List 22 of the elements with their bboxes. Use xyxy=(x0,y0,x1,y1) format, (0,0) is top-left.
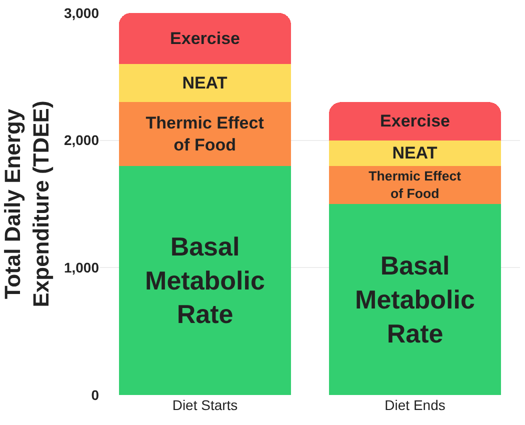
bar xyxy=(118,166,292,395)
bar xyxy=(328,204,502,395)
bar xyxy=(328,102,502,140)
y-tick-label: 1,000 xyxy=(64,260,100,276)
bar xyxy=(118,64,292,102)
y-tick-label: 0 xyxy=(91,386,100,403)
bar xyxy=(328,140,502,166)
text: Thermic Effect of Food xyxy=(146,113,264,155)
text: Basal Metabolic Rate xyxy=(355,250,475,348)
x-tick-label: Diet Starts xyxy=(172,397,238,413)
series-label: Basal Metabolic Rate xyxy=(145,232,265,330)
series-label: Exercise xyxy=(380,112,450,131)
text: NEAT xyxy=(182,74,228,93)
bar xyxy=(118,102,292,166)
series-label: Thermic Effect of Food xyxy=(368,168,462,201)
series-label: NEAT xyxy=(392,144,438,163)
text: Exercise xyxy=(170,28,240,48)
bar xyxy=(118,13,292,64)
x-tick-label: Diet Ends xyxy=(384,397,446,413)
y-axis-title: Total Daily Energy Expenditure (TDEE) xyxy=(0,100,54,308)
y-tick-label: 3,000 xyxy=(64,4,100,21)
y-tick-label: 2,000 xyxy=(64,132,100,148)
